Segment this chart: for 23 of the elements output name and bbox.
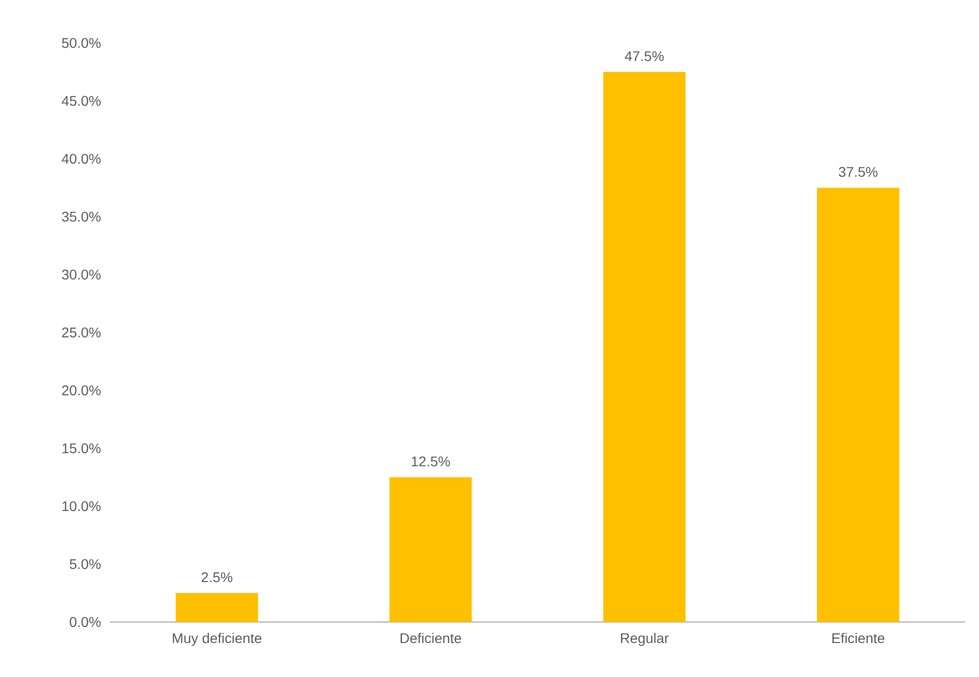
bar (603, 72, 686, 622)
y-tick-label: 35.0% (62, 212, 101, 222)
data-label: 47.5% (624, 51, 664, 62)
bar (176, 593, 258, 622)
y-tick-label: 25.0% (62, 328, 101, 338)
bar (389, 477, 472, 622)
x-tick-label: Eficiente (832, 632, 884, 644)
y-tick-label: 45.0% (62, 96, 101, 106)
y-tick-label: 50.0% (62, 38, 101, 48)
y-tick-label: 0.0% (70, 617, 101, 627)
y-tick-label: 20.0% (62, 385, 101, 396)
x-tick-label: Muy deficiente (172, 632, 262, 646)
bar (816, 188, 900, 622)
data-label: 12.5% (412, 456, 450, 466)
y-tick-label: 30.0% (62, 270, 101, 280)
x-tick-label: Deficiente (400, 632, 462, 644)
y-tick-label: 40.0% (62, 154, 101, 164)
x-tick-label: Regular (621, 632, 669, 646)
data-label: 2.5% (202, 572, 232, 582)
y-tick-label: 15.0% (62, 443, 101, 454)
y-tick-label: 5.0% (70, 559, 101, 570)
y-tick-label: 10.0% (62, 501, 101, 512)
data-label: 37.5% (838, 166, 878, 177)
